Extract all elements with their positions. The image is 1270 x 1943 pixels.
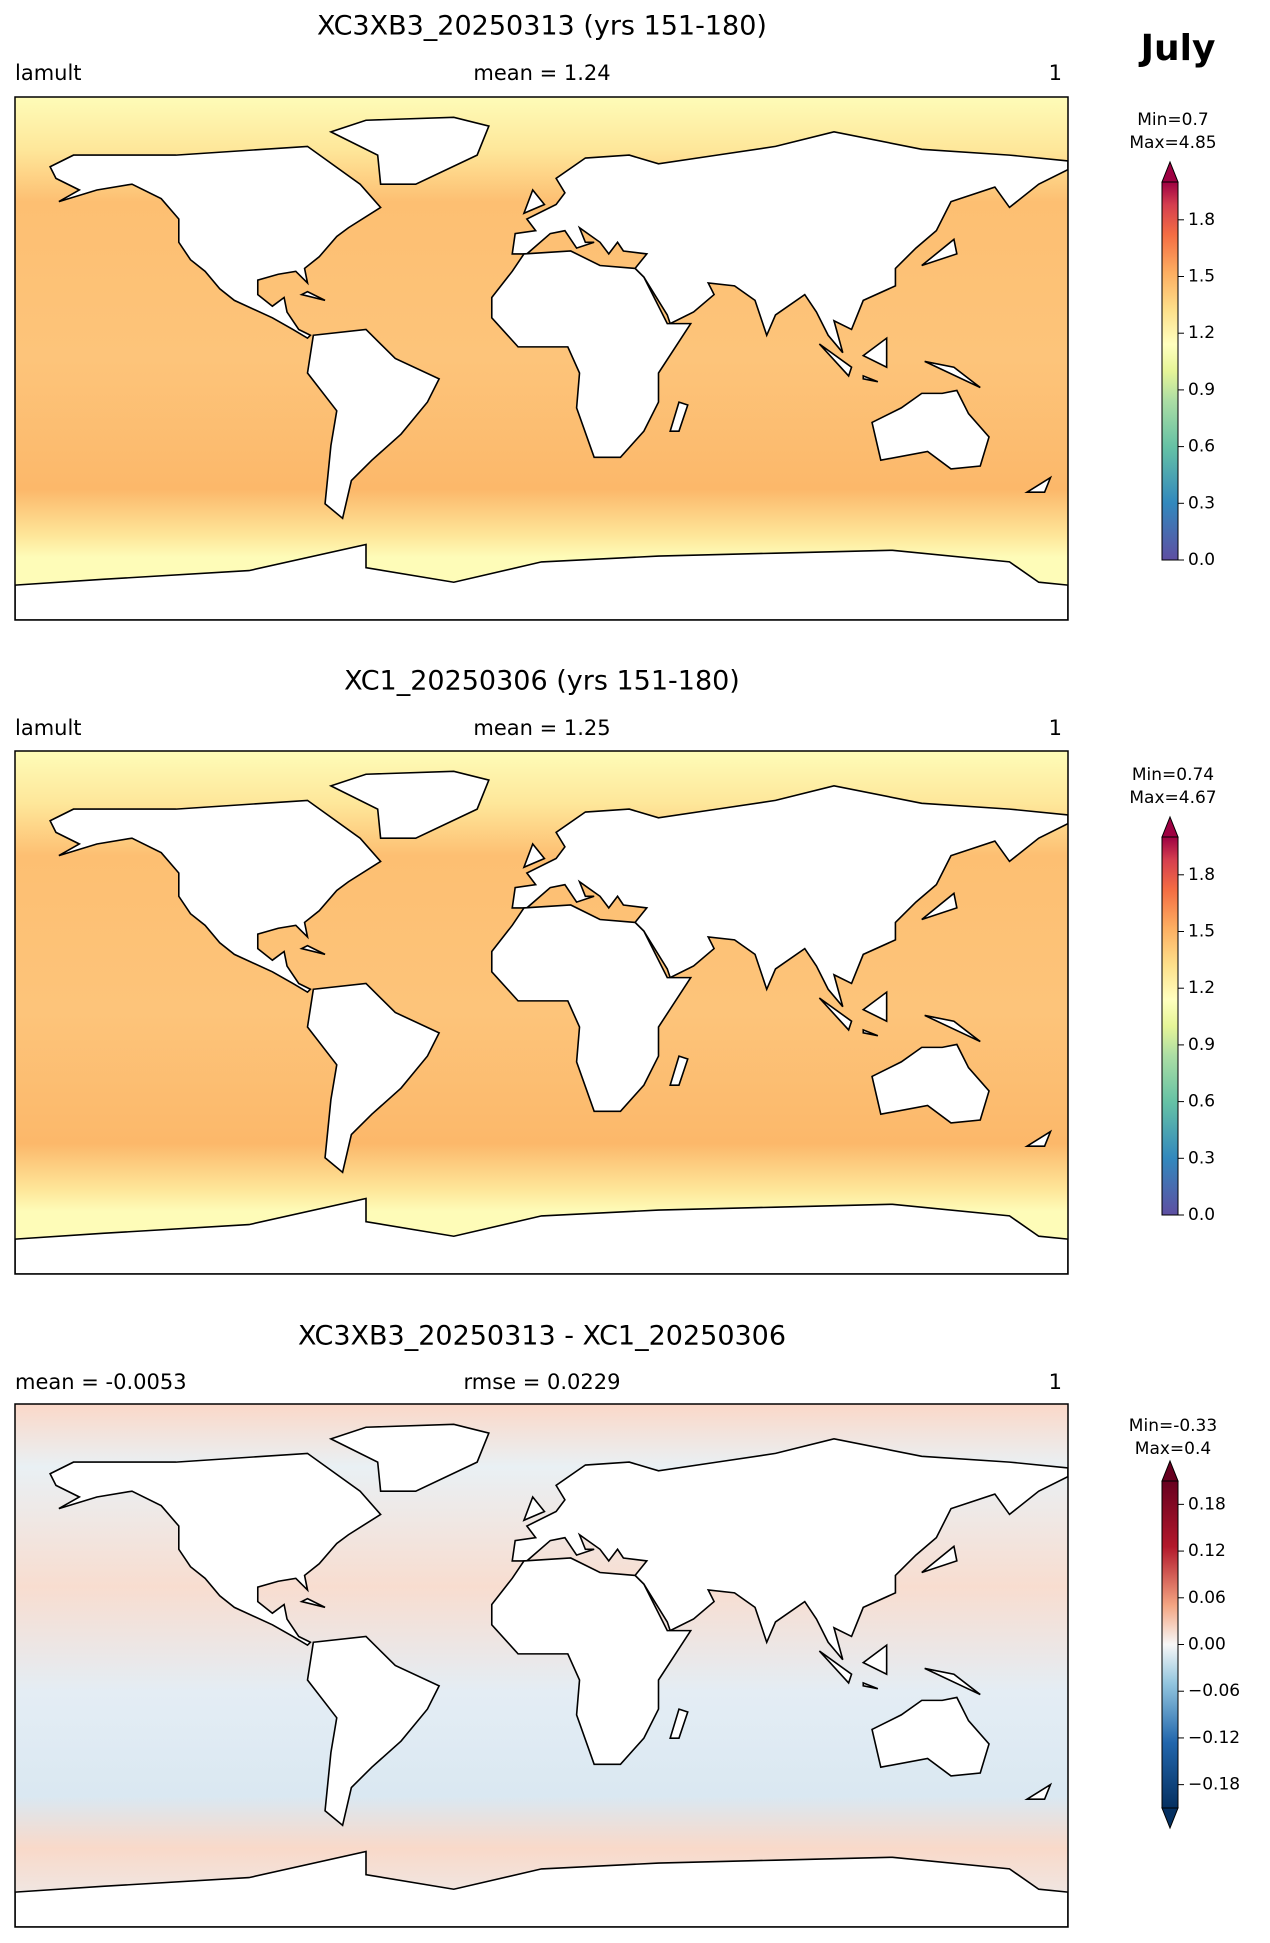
- right-label: 1: [1049, 716, 1062, 740]
- colorbar-tick-label: 0.18: [1188, 1494, 1226, 1514]
- map-frame: [14, 750, 1069, 1275]
- colorbar-tick-label: 1.8: [1188, 210, 1215, 230]
- left-label: lamult: [15, 716, 82, 740]
- colorbar-tick-label: 1.2: [1188, 978, 1215, 998]
- colorbar-tick-label: 0.3: [1188, 1148, 1215, 1168]
- right-label: 1: [1049, 61, 1062, 85]
- colorbar-extend-min: [1161, 1807, 1179, 1830]
- max-label: Max=4.85: [1129, 133, 1216, 153]
- max-label: Max=4.67: [1129, 788, 1216, 808]
- left-label: mean = -0.0053: [15, 1370, 187, 1394]
- colorbar-tick-label: 0.0: [1188, 1205, 1215, 1225]
- min-label: Min=-0.33: [1129, 1416, 1217, 1436]
- colorbar-tick-label: 0.0: [1188, 550, 1215, 570]
- colorbar: [1162, 837, 1178, 1215]
- colorbar-tick-label: −0.06: [1188, 1681, 1240, 1701]
- colorbar-tick-label: 1.2: [1188, 323, 1215, 343]
- colorbar-tick-label: 0.3: [1188, 493, 1215, 513]
- colorbar: [1162, 1481, 1178, 1808]
- center-label: mean = 1.25: [473, 716, 610, 740]
- panel-title: XC1_20250306 (yrs 151-180): [344, 666, 740, 697]
- panel-title: XC3XB3_20250313 - XC1_20250306: [298, 1321, 786, 1352]
- colorbar: [1162, 182, 1178, 560]
- map-frame: [14, 1403, 1069, 1928]
- colorbar-frame: [1161, 181, 1179, 561]
- colorbar-tick-label: 0.6: [1188, 1092, 1215, 1112]
- min-label: Min=0.74: [1132, 765, 1214, 785]
- colorbar-tick-label: −0.12: [1188, 1728, 1240, 1748]
- colorbar-extend-max: [1161, 160, 1179, 183]
- colorbar-tick-label: 1.8: [1188, 865, 1215, 885]
- panel-title: XC3XB3_20250313 (yrs 151-180): [317, 11, 767, 42]
- max-label: Max=0.4: [1135, 1439, 1211, 1459]
- colorbar-tick-label: 0.00: [1188, 1635, 1226, 1655]
- figure-label: July: [1138, 28, 1216, 69]
- center-label: rmse = 0.0229: [463, 1370, 620, 1394]
- colorbar-tick-label: 0.12: [1188, 1541, 1226, 1561]
- colorbar-tick-label: 0.9: [1188, 380, 1215, 400]
- colorbar-tick-label: 0.9: [1188, 1035, 1215, 1055]
- colorbar-tick-label: 0.6: [1188, 437, 1215, 457]
- colorbar-tick-label: 1.5: [1188, 922, 1215, 942]
- left-label: lamult: [15, 61, 82, 85]
- min-label: Min=0.7: [1137, 110, 1208, 130]
- colorbar-extend-max: [1161, 815, 1179, 838]
- colorbar-frame: [1161, 836, 1179, 1216]
- colorbar-tick-label: 1.5: [1188, 267, 1215, 287]
- colorbar-tick-label: −0.18: [1188, 1775, 1240, 1795]
- right-label: 1: [1049, 1370, 1062, 1394]
- colorbar-extend-max: [1161, 1459, 1179, 1482]
- map-frame: [14, 96, 1069, 621]
- colorbar-tick-label: 0.06: [1188, 1588, 1226, 1608]
- center-label: mean = 1.24: [473, 61, 610, 85]
